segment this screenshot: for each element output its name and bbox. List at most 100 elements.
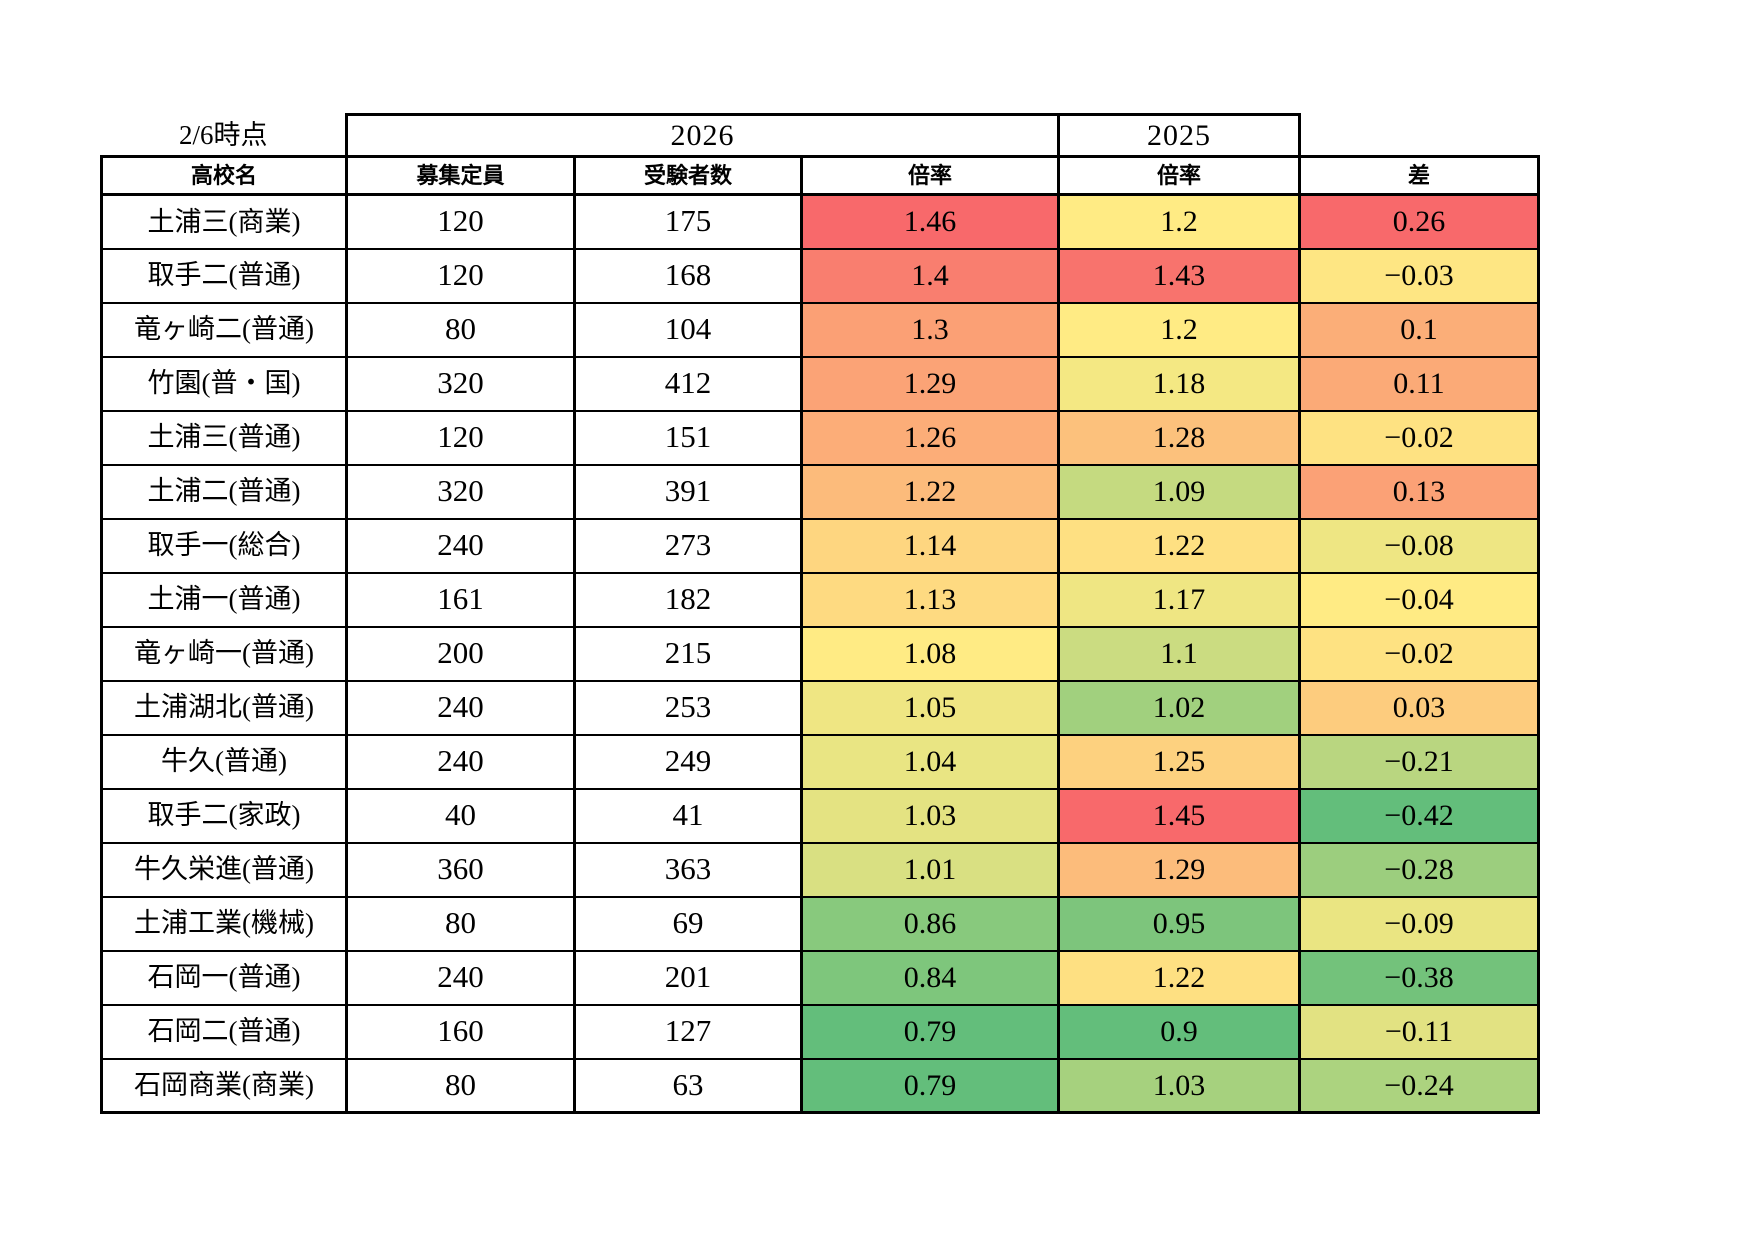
ratio-2026-cell: 1.4 xyxy=(800,247,1060,304)
school-name-cell: 取手一(総合) xyxy=(100,517,348,574)
diff-cell: −0.28 xyxy=(1298,841,1540,898)
ratio-2026-cell: 1.3 xyxy=(800,301,1060,358)
ratio-2026-cell: 1.26 xyxy=(800,409,1060,466)
year-2025-group-header: 2025 xyxy=(1057,113,1301,158)
column-header-ratio-2025: 倍率 xyxy=(1057,155,1301,196)
table-row: 石岡二(普通) 160 127 0.79 0.9 −0.11 xyxy=(100,1003,1540,1060)
diff-cell: −0.38 xyxy=(1298,949,1540,1006)
year-2026-group-header: 2026 xyxy=(345,113,1060,158)
table-row: 土浦工業(機械) 80 69 0.86 0.95 −0.09 xyxy=(100,895,1540,952)
capacity-cell: 240 xyxy=(345,733,576,790)
school-name-cell: 土浦二(普通) xyxy=(100,463,348,520)
school-name-cell: 竹園(普・国) xyxy=(100,355,348,412)
capacity-cell: 240 xyxy=(345,517,576,574)
capacity-cell: 160 xyxy=(345,1003,576,1060)
ratio-2026-cell: 0.79 xyxy=(800,1003,1060,1060)
school-name-cell: 石岡一(普通) xyxy=(100,949,348,1006)
column-header-diff: 差 xyxy=(1298,155,1540,196)
school-name-cell: 竜ヶ崎二(普通) xyxy=(100,301,348,358)
school-name-cell: 石岡二(普通) xyxy=(100,1003,348,1060)
capacity-cell: 200 xyxy=(345,625,576,682)
column-header-school: 高校名 xyxy=(100,155,348,196)
ratio-2026-cell: 1.08 xyxy=(800,625,1060,682)
capacity-cell: 320 xyxy=(345,355,576,412)
ratio-2026-cell: 1.13 xyxy=(800,571,1060,628)
ratio-2025-cell: 1.2 xyxy=(1057,193,1301,250)
ratio-2025-cell: 1.02 xyxy=(1057,679,1301,736)
school-name-cell: 土浦三(普通) xyxy=(100,409,348,466)
diff-cell: 0.1 xyxy=(1298,301,1540,358)
table-row: 牛久(普通) 240 249 1.04 1.25 −0.21 xyxy=(100,733,1540,790)
table-row: 牛久栄進(普通) 360 363 1.01 1.29 −0.28 xyxy=(100,841,1540,898)
ratio-2025-cell: 1.17 xyxy=(1057,571,1301,628)
applicants-cell: 168 xyxy=(573,247,803,304)
school-name-cell: 石岡商業(商業) xyxy=(100,1057,348,1114)
column-header-ratio-2026: 倍率 xyxy=(800,155,1060,196)
school-name-cell: 取手二(普通) xyxy=(100,247,348,304)
capacity-cell: 161 xyxy=(345,571,576,628)
ratio-2025-cell: 1.1 xyxy=(1057,625,1301,682)
ratio-2025-cell: 1.18 xyxy=(1057,355,1301,412)
table-row: 土浦三(商業) 120 175 1.46 1.2 0.26 xyxy=(100,193,1540,250)
year-group-row: 2/6時点 2026 2025 xyxy=(101,113,1539,158)
ratio-2026-cell: 1.46 xyxy=(800,193,1060,250)
school-name-cell: 取手二(家政) xyxy=(100,787,348,844)
applicants-cell: 363 xyxy=(573,841,803,898)
ratio-2026-cell: 0.79 xyxy=(800,1057,1060,1114)
ratio-2026-cell: 1.22 xyxy=(800,463,1060,520)
ratio-2025-cell: 1.45 xyxy=(1057,787,1301,844)
capacity-cell: 40 xyxy=(345,787,576,844)
table-row: 竜ヶ崎一(普通) 200 215 1.08 1.1 −0.02 xyxy=(100,625,1540,682)
table-row: 石岡商業(商業) 80 63 0.79 1.03 −0.24 xyxy=(100,1057,1540,1114)
ratio-2025-cell: 1.29 xyxy=(1057,841,1301,898)
ratio-2025-cell: 1.22 xyxy=(1057,517,1301,574)
diff-cell: −0.08 xyxy=(1298,517,1540,574)
school-name-cell: 土浦湖北(普通) xyxy=(100,679,348,736)
applicants-cell: 127 xyxy=(573,1003,803,1060)
ratio-2025-cell: 1.09 xyxy=(1057,463,1301,520)
capacity-cell: 360 xyxy=(345,841,576,898)
table-row: 土浦湖北(普通) 240 253 1.05 1.02 0.03 xyxy=(100,679,1540,736)
ratio-2026-cell: 0.84 xyxy=(800,949,1060,1006)
applicants-cell: 215 xyxy=(573,625,803,682)
applicants-cell: 151 xyxy=(573,409,803,466)
ratio-2025-cell: 1.43 xyxy=(1057,247,1301,304)
column-header-applicants: 受験者数 xyxy=(573,155,803,196)
school-name-cell: 牛久栄進(普通) xyxy=(100,841,348,898)
ratio-2025-cell: 1.25 xyxy=(1057,733,1301,790)
applicants-cell: 63 xyxy=(573,1057,803,1114)
table-row: 土浦二(普通) 320 391 1.22 1.09 0.13 xyxy=(100,463,1540,520)
capacity-cell: 80 xyxy=(345,895,576,952)
school-name-cell: 竜ヶ崎一(普通) xyxy=(100,625,348,682)
table-row: 取手二(家政) 40 41 1.03 1.45 −0.42 xyxy=(100,787,1540,844)
applicants-cell: 391 xyxy=(573,463,803,520)
table-row: 取手一(総合) 240 273 1.14 1.22 −0.08 xyxy=(100,517,1540,574)
table-row: 土浦三(普通) 120 151 1.26 1.28 −0.02 xyxy=(100,409,1540,466)
table-row: 土浦一(普通) 161 182 1.13 1.17 −0.04 xyxy=(100,571,1540,628)
ratio-2025-cell: 1.2 xyxy=(1057,301,1301,358)
column-header-row: 高校名 募集定員 受験者数 倍率 倍率 差 xyxy=(100,155,1540,196)
capacity-cell: 320 xyxy=(345,463,576,520)
diff-cell: −0.04 xyxy=(1298,571,1540,628)
applicants-cell: 175 xyxy=(573,193,803,250)
applicants-cell: 273 xyxy=(573,517,803,574)
ratio-2026-cell: 1.14 xyxy=(800,517,1060,574)
ratio-2026-cell: 1.05 xyxy=(800,679,1060,736)
diff-cell: −0.09 xyxy=(1298,895,1540,952)
capacity-cell: 120 xyxy=(345,193,576,250)
applicants-cell: 69 xyxy=(573,895,803,952)
diff-cell: −0.24 xyxy=(1298,1057,1540,1114)
applicants-cell: 201 xyxy=(573,949,803,1006)
table-row: 竹園(普・国) 320 412 1.29 1.18 0.11 xyxy=(100,355,1540,412)
table-body: 2/6時点 2026 2025 高校名 募集定員 受験者数 倍率 倍率 差 土浦… xyxy=(100,113,1540,1114)
ratio-2026-cell: 1.03 xyxy=(800,787,1060,844)
capacity-cell: 240 xyxy=(345,949,576,1006)
table-row: 竜ヶ崎二(普通) 80 104 1.3 1.2 0.1 xyxy=(100,301,1540,358)
table-row: 石岡一(普通) 240 201 0.84 1.22 −0.38 xyxy=(100,949,1540,1006)
diff-cell: −0.02 xyxy=(1298,625,1540,682)
diff-cell: 0.13 xyxy=(1298,463,1540,520)
applicants-cell: 253 xyxy=(573,679,803,736)
applicants-cell: 249 xyxy=(573,733,803,790)
school-name-cell: 牛久(普通) xyxy=(100,733,348,790)
